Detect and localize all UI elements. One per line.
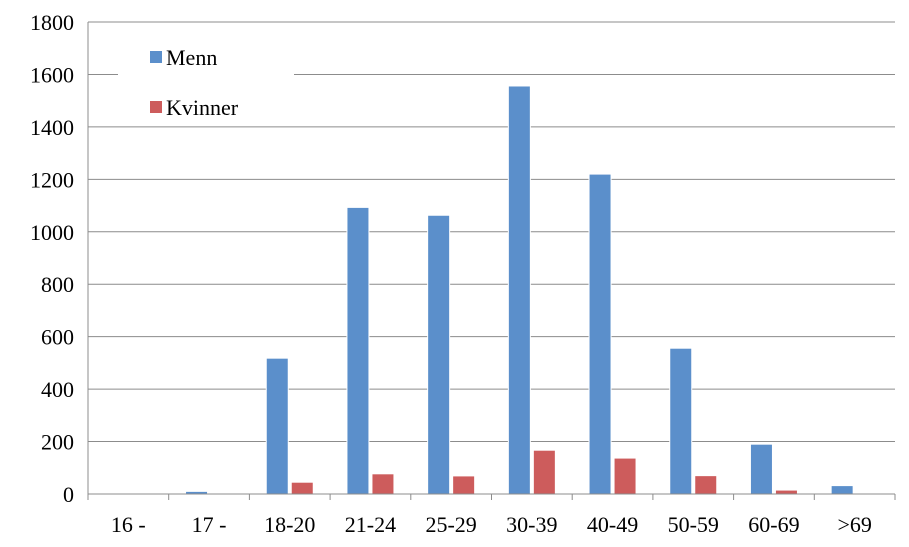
legend-swatch-kvinner: [150, 101, 162, 113]
x-tick-label: 30-39: [506, 512, 557, 537]
bar-menn-9: [830, 485, 854, 495]
x-tick-label: 16 -: [111, 512, 146, 537]
legend-box: [118, 40, 294, 126]
bar-kvinner-6: [613, 457, 637, 495]
x-tick-label: 50-59: [668, 512, 719, 537]
bar-menn-5: [507, 85, 531, 495]
y-tick-label: 800: [41, 272, 74, 297]
y-tick-label: 1000: [30, 220, 74, 245]
bar-menn-6: [588, 173, 612, 495]
bar-menn-4: [427, 214, 451, 495]
x-tick-label: 17 -: [192, 512, 227, 537]
x-tick-label: 40-49: [587, 512, 638, 537]
legend: Menn Kvinner: [118, 40, 294, 126]
y-tick-label: 1600: [30, 62, 74, 87]
bar-kvinner-7: [694, 475, 718, 495]
y-tick-label: 400: [41, 377, 74, 402]
bar-kvinner-5: [532, 449, 556, 495]
x-tick-label: 25-29: [425, 512, 476, 537]
x-tick-label: 60-69: [748, 512, 799, 537]
y-tick-label: 200: [41, 430, 74, 455]
y-tick-label: 600: [41, 325, 74, 350]
y-tick-label: 1200: [30, 167, 74, 192]
bar-kvinner-8: [774, 489, 798, 495]
bar-menn-7: [669, 347, 693, 495]
y-tick-label: 1400: [30, 115, 74, 140]
x-tick-label: 18-20: [264, 512, 315, 537]
bar-kvinner-4: [452, 475, 476, 495]
bar-menn-3: [346, 206, 370, 495]
y-tick-label: 1800: [30, 10, 74, 35]
bars: [104, 85, 854, 495]
bar-kvinner-3: [371, 473, 395, 495]
legend-swatch-menn: [150, 51, 162, 63]
axes: 0 200 400 600 800 1000 1200 1400 1600 1800 16 - 17 …: [30, 10, 896, 537]
bar-menn-2: [265, 357, 289, 495]
gridlines: [88, 21, 895, 443]
legend-label-menn: Menn: [166, 45, 217, 70]
bar-kvinner-2: [290, 481, 314, 495]
y-tick-label: 0: [63, 482, 74, 507]
legend-label-kvinner: Kvinner: [166, 95, 239, 120]
x-tick-label: 21-24: [345, 512, 396, 537]
bar-menn-8: [749, 443, 773, 495]
x-tick-label: >69: [837, 512, 871, 537]
